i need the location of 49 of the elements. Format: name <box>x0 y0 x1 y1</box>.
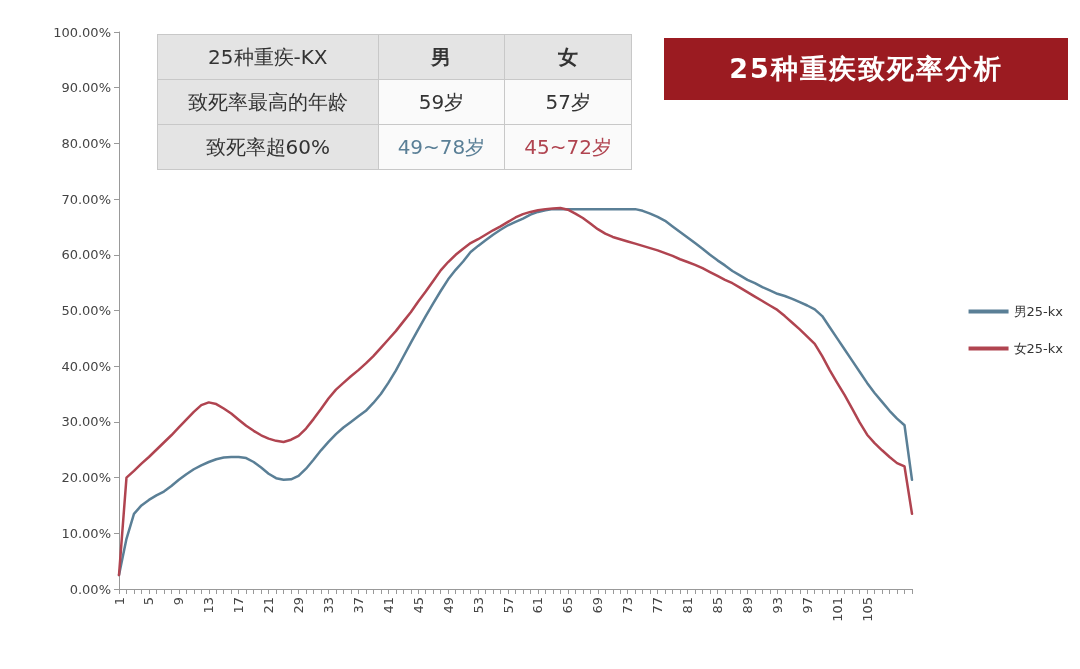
y-tick-label: 50.00% <box>61 303 111 318</box>
annotation: 男 <box>378 34 505 80</box>
x-tick-label: 49 <box>440 597 456 614</box>
x-tick-label: 77 <box>650 597 666 614</box>
y-tick-label: 60.00% <box>61 247 111 263</box>
y-tick-label: 10.00% <box>61 525 111 541</box>
y-tick-label: 70.00% <box>61 191 111 207</box>
y-tick-label: 90.00% <box>61 80 111 96</box>
x-tick-label: 65 <box>560 597 576 614</box>
x-tick-label: 53 <box>470 597 486 614</box>
y-tick-label: 0.00% <box>69 581 111 597</box>
title-banner: 25种重疾致死率分析 <box>664 38 1068 100</box>
x-tick-label: 17 <box>231 597 247 614</box>
y-tick-label: 80.00% <box>61 135 111 151</box>
x-tick-label: 33 <box>320 597 336 614</box>
x-tick-label: 29 <box>291 597 307 614</box>
x-tick-label: 5 <box>141 597 157 606</box>
x-tick-label: 73 <box>620 597 636 614</box>
annotation: 致死率超60% <box>157 124 379 170</box>
x-tick-label: 89 <box>739 597 755 614</box>
x-tick-label: 69 <box>590 597 606 614</box>
annotation: 25种重疾-KX <box>157 34 379 80</box>
x-tick-label: 21 <box>261 597 277 614</box>
legend-label: 女25-kx <box>1013 341 1064 356</box>
annotation: 女 <box>504 34 632 80</box>
annotation: 45~72岁 <box>504 124 632 170</box>
x-tick-label: 9 <box>171 597 187 606</box>
x-tick-label: 93 <box>769 597 785 614</box>
y-tick-label: 40.00% <box>61 358 111 374</box>
x-tick-label: 85 <box>709 597 725 614</box>
legend-label: 男25-kx <box>1013 304 1064 319</box>
x-tick-label: 101 <box>829 597 845 622</box>
x-tick-label: 97 <box>799 597 815 614</box>
x-tick-label: 37 <box>350 597 366 614</box>
x-tick-label: 1 <box>111 597 127 606</box>
x-tick-label: 105 <box>859 597 875 622</box>
x-tick-label: 41 <box>380 597 396 614</box>
x-tick-label: 45 <box>410 597 426 614</box>
y-tick-label: 30.00% <box>61 414 111 430</box>
x-tick-label: 61 <box>530 597 546 614</box>
x-tick-label: 57 <box>500 597 516 614</box>
annotation: 致死率最高的年龄 <box>157 79 379 125</box>
y-tick-label: 20.00% <box>61 470 111 486</box>
annotation: 57岁 <box>504 79 632 125</box>
x-tick-label: 13 <box>201 597 217 614</box>
y-tick-label: 100.00% <box>53 24 111 40</box>
annotation: 49~78岁 <box>378 124 505 170</box>
annotation: 59岁 <box>378 79 505 125</box>
x-tick-label: 81 <box>680 597 696 614</box>
